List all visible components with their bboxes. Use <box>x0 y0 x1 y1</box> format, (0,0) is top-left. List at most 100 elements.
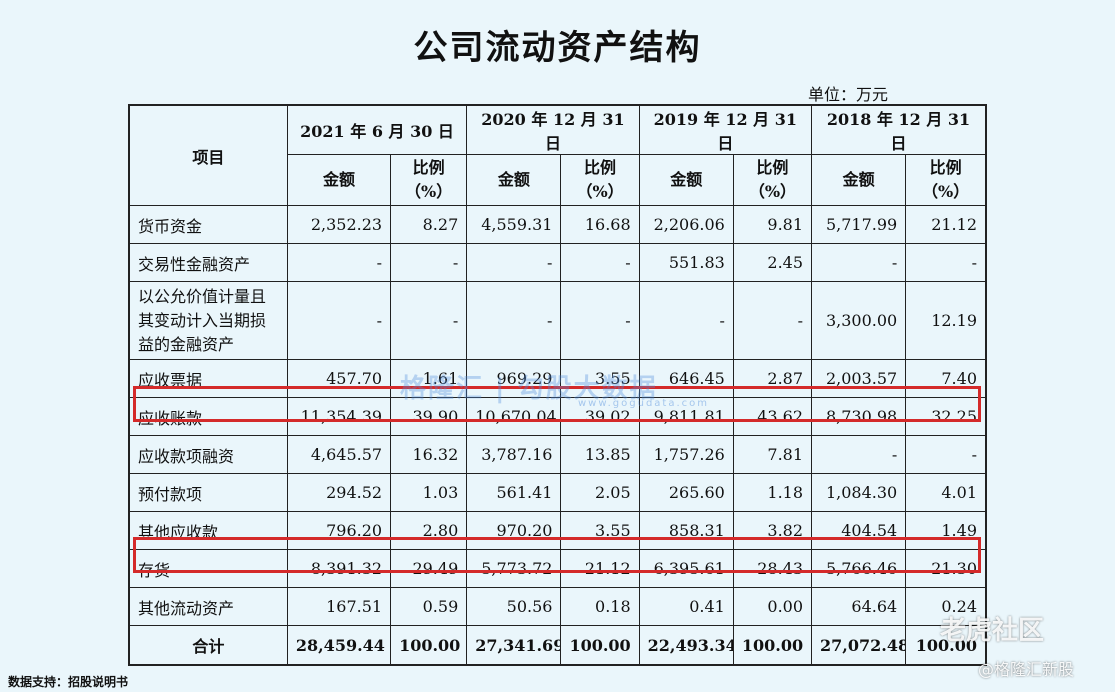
table-row: 以公允价值计量且其变动计入当期损益的金融资产 - - - - - -3,300.00 12.1… <box>128 281 987 360</box>
cell-amount: 3,787.16 <box>466 435 562 474</box>
row-label: 货币资金 <box>128 205 288 244</box>
cell-amount: 22,493.34 <box>638 625 734 666</box>
row-label: 应收款项融资 <box>128 435 288 474</box>
header-ratio-line1: 比例 <box>412 158 445 177</box>
cell-ratio: 9.81 <box>732 205 813 244</box>
cell-ratio: 7.40 <box>905 359 987 398</box>
table-row: 应收票据 457.70 1.61 969.29 3.55 646.45 2.87 2,003.… <box>128 359 987 398</box>
header-period: 2020 年 12 月 31 日 <box>466 104 640 155</box>
cell-ratio: 0.24 <box>905 587 987 626</box>
cell-ratio: 16.68 <box>560 205 640 244</box>
cell-ratio: - <box>905 435 987 474</box>
watermark-url: www.gogudata.com <box>578 398 710 409</box>
cell-amount: 551.83 <box>638 243 734 282</box>
cell-ratio: 32.25 <box>905 397 987 436</box>
cell-amount: 858.31 <box>638 511 734 550</box>
cell-amount: 404.54 <box>811 511 907 550</box>
header-period: 2018 年 12 月 31 日 <box>811 104 987 155</box>
table-row: 其他流动资产 167.51 0.59 50.56 0.18 0.41 0.00 64.64 0.… <box>128 587 987 626</box>
cell-amount: 11,354.39 <box>286 397 392 436</box>
cell-ratio: 16.32 <box>390 435 468 474</box>
cell-amount: 0.41 <box>638 587 734 626</box>
cell-amount: - <box>466 281 562 360</box>
header-ratio: 比例 （%） <box>732 154 813 206</box>
gelonghui-watermark: @格隆汇新股 <box>978 660 1075 679</box>
cell-amount: 970.20 <box>466 511 562 550</box>
header-period: 2021 年 6 月 30 日 <box>286 104 468 155</box>
cell-ratio: 2.87 <box>732 359 813 398</box>
cell-ratio: 3.55 <box>560 511 640 550</box>
cell-amount: 561.41 <box>466 473 562 512</box>
table-row: 存货 8,391.32 29.49 5,773.72 21.12 6,395.61 28.4… <box>128 549 987 588</box>
cell-amount: 8,391.32 <box>286 549 392 588</box>
header-row-periods: 项目 2021 年 6 月 30 日 2020 年 12 月 31 日 2019… <box>128 104 987 206</box>
unit-label: 单位：万元 <box>808 85 889 104</box>
cell-ratio: 29.49 <box>390 549 468 588</box>
cell-amount: 8,730.98 <box>811 397 907 436</box>
cell-amount: 50.56 <box>466 587 562 626</box>
header-ratio: 比例 （%） <box>905 154 987 206</box>
cell-ratio: 21.30 <box>905 549 987 588</box>
cell-ratio: 12.19 <box>905 281 987 360</box>
source-note: 数据支持：招股说明书 <box>8 675 129 689</box>
cell-ratio: 100.00 <box>390 625 468 666</box>
row-label: 应收账款 <box>128 397 288 436</box>
current-assets-table: 项目 2021 年 6 月 30 日 2020 年 12 月 31 日 2019… <box>128 104 987 666</box>
header-ratio-line1: 比例 <box>584 158 617 177</box>
cell-amount: - <box>466 243 562 282</box>
cell-ratio: 3.55 <box>560 359 640 398</box>
cell-ratio: 21.12 <box>560 549 640 588</box>
cell-ratio: 2.45 <box>732 243 813 282</box>
cell-amount: - <box>286 243 392 282</box>
cell-amount: 64.64 <box>811 587 907 626</box>
cell-amount: 5,773.72 <box>466 549 562 588</box>
watermark-logo: 格隆汇 | 勾股大数据 <box>400 374 658 404</box>
cell-ratio: 7.81 <box>732 435 813 474</box>
row-label: 以公允价值计量且其变动计入当期损益的金融资产 <box>128 281 288 360</box>
cell-ratio: 4.01 <box>905 473 987 512</box>
cell-amount: 646.45 <box>638 359 734 398</box>
header-ratio-line2: （%） <box>405 182 453 201</box>
cell-ratio: 0.18 <box>560 587 640 626</box>
cell-amount: 5,766.46 <box>811 549 907 588</box>
cell-amount: 2,206.06 <box>638 205 734 244</box>
cell-ratio: - <box>390 281 468 360</box>
header-ratio-line2: （%） <box>576 182 624 201</box>
cell-ratio: 43.62 <box>732 397 813 436</box>
cell-ratio: 28.43 <box>732 549 813 588</box>
table-row: 其他应收款 796.20 2.80 970.20 3.55 858.31 3.82 404.5… <box>128 511 987 550</box>
table-row: 货币资金 2,352.23 8.27 4,559.31 16.68 2,206.06 9.8… <box>128 205 987 244</box>
row-label: 其他流动资产 <box>128 587 288 626</box>
table-row: 应收账款 11,354.39 39.90 10,670.04 39.02 9,811.81… <box>128 397 987 436</box>
table-row: 应收款项融资 4,645.57 16.32 3,787.16 13.85 1,757.26… <box>128 435 987 474</box>
header-row-columns: 金额 比例 （%） 金额 比例 （%） 金额 比例 （%） 金额 比例 （%） <box>129 154 987 206</box>
cell-amount: - <box>286 281 392 360</box>
cell-ratio: 2.05 <box>560 473 640 512</box>
row-label: 交易性金融资产 <box>128 243 288 282</box>
cell-ratio: - <box>560 243 640 282</box>
cell-amount: 457.70 <box>286 359 392 398</box>
table-body: 货币资金 2,352.23 8.27 4,559.31 16.68 2,206.06 9.8… <box>128 205 987 666</box>
cell-amount: 1,757.26 <box>638 435 734 474</box>
header-amount: 金额 <box>466 154 562 206</box>
cell-ratio: 100.00 <box>732 625 813 666</box>
cell-amount: 294.52 <box>286 473 392 512</box>
cell-amount: 3,300.00 <box>811 281 907 360</box>
cell-ratio: 0.00 <box>732 587 813 626</box>
header-ratio-line1: 比例 <box>756 158 789 177</box>
cell-amount: 265.60 <box>638 473 734 512</box>
header-amount: 金额 <box>286 154 392 206</box>
cell-amount: 27,072.48 <box>811 625 907 666</box>
cell-ratio: 0.59 <box>390 587 468 626</box>
page-title: 公司流动资产结构 <box>413 28 702 68</box>
cell-amount: 796.20 <box>286 511 392 550</box>
cell-amount: - <box>811 243 907 282</box>
cell-ratio: 100.00 <box>905 625 987 666</box>
header-ratio-line2: （%） <box>922 182 970 201</box>
cell-amount: 969.29 <box>466 359 562 398</box>
cell-ratio: - <box>560 281 640 360</box>
row-label: 合计 <box>128 625 288 666</box>
row-label: 应收票据 <box>128 359 288 398</box>
cell-ratio: 21.12 <box>905 205 987 244</box>
cell-amount: 9,811.81 <box>638 397 734 436</box>
